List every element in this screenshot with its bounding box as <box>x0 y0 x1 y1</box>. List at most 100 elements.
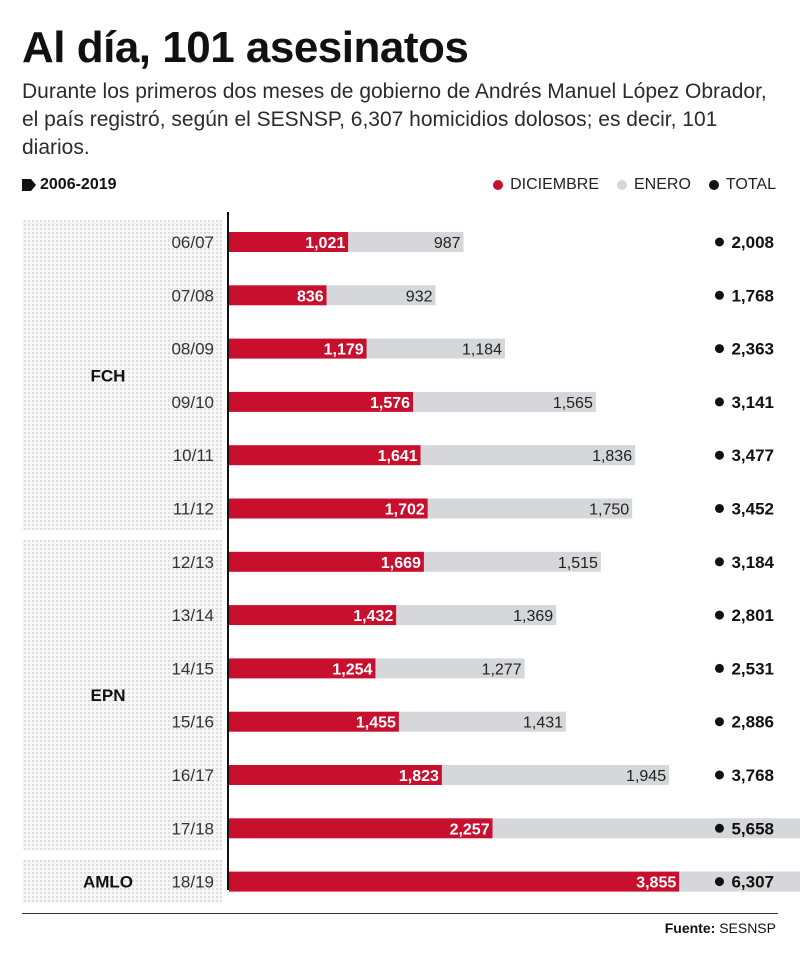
value-label-enero: 987 <box>434 235 461 252</box>
bar-diciembre <box>229 338 367 359</box>
total-dot <box>714 557 724 567</box>
value-label-diciembre: 836 <box>297 288 324 305</box>
bar-enero <box>366 338 505 359</box>
bar-enero <box>413 391 596 412</box>
bar-enero <box>398 711 567 732</box>
total-dot <box>714 877 724 887</box>
value-label-diciembre: 2,257 <box>450 821 490 838</box>
total-dot <box>714 663 724 673</box>
bar-diciembre <box>229 658 376 679</box>
category-label: 08/09 <box>171 340 214 359</box>
category-label: 13/14 <box>171 606 214 625</box>
category-label: 16/17 <box>171 766 214 785</box>
chart-title: Al día, 101 asesinatos <box>22 23 469 72</box>
total-dot <box>714 823 724 833</box>
value-label-enero: 1,277 <box>482 661 522 678</box>
source-label: Fuente: <box>664 920 716 936</box>
bar-diciembre <box>229 871 680 892</box>
legend-swatch-total <box>708 180 719 190</box>
total-label: 2,886 <box>731 713 774 732</box>
value-label-diciembre: 1,455 <box>356 715 396 732</box>
value-label-diciembre: 1,702 <box>385 502 425 519</box>
category-label: 07/08 <box>171 286 214 305</box>
total-dot <box>714 290 724 300</box>
total-dot <box>714 237 724 247</box>
category-label: 15/16 <box>171 713 214 732</box>
bar-enero <box>679 871 800 892</box>
period-label: 2006-2019 <box>22 176 117 194</box>
source-note: Fuente: SESNSP <box>665 920 776 936</box>
group-label-amlo: AMLO <box>83 873 133 892</box>
total-label: 5,658 <box>731 819 774 838</box>
value-label-enero: 1,184 <box>462 342 502 359</box>
bar-diciembre <box>229 498 428 519</box>
bar-diciembre <box>229 391 414 412</box>
total-label: 3,477 <box>731 446 774 465</box>
value-label-diciembre: 1,641 <box>378 448 418 465</box>
bar-diciembre <box>229 605 397 626</box>
value-label-enero: 1,431 <box>523 715 563 732</box>
total-label: 3,452 <box>731 500 774 519</box>
total-label: 6,307 <box>731 873 774 892</box>
value-label-diciembre: 1,669 <box>381 555 421 572</box>
bar-enero <box>396 605 557 626</box>
category-label: 12/13 <box>171 553 214 572</box>
category-label: 11/12 <box>173 500 214 519</box>
bar-enero <box>375 658 525 679</box>
value-label-diciembre: 1,021 <box>305 235 345 252</box>
legend-label-enero: ENERO <box>634 176 691 193</box>
bar-enero <box>427 498 633 519</box>
total-dot <box>714 717 724 727</box>
total-label: 3,768 <box>731 766 774 785</box>
legend-item-diciembre: DICIEMBRE <box>493 176 599 194</box>
bar-diciembre <box>229 711 399 732</box>
value-label-enero: 1,750 <box>589 502 629 519</box>
value-label-enero: 1,945 <box>626 768 666 785</box>
total-label: 2,363 <box>731 340 774 359</box>
total-dot <box>714 344 724 354</box>
category-label: 10/11 <box>173 446 214 465</box>
value-label-enero: 1,369 <box>513 608 553 625</box>
bar-diciembre <box>229 818 493 839</box>
category-label: 18/19 <box>171 873 214 892</box>
value-label-diciembre: 1,432 <box>353 608 393 625</box>
bar-enero <box>492 818 800 839</box>
chart-legend: DICIEMBRE ENERO TOTAL <box>493 176 776 194</box>
legend-item-total: TOTAL <box>708 176 776 194</box>
total-label: 2,531 <box>731 659 774 678</box>
total-label: 2,801 <box>731 606 774 625</box>
category-label: 17/18 <box>171 819 214 838</box>
source-value: SESNSP <box>719 920 776 936</box>
bar-enero <box>420 445 636 466</box>
total-dot <box>714 770 724 780</box>
group-panel-amlo <box>22 859 222 904</box>
legend-swatch-diciembre <box>493 180 504 190</box>
value-label-diciembre: 1,576 <box>370 395 410 412</box>
value-label-enero: 1,836 <box>592 448 632 465</box>
tag-icon <box>22 179 36 191</box>
total-label: 3,141 <box>731 393 774 412</box>
bar-enero <box>441 765 670 785</box>
category-label: 14/15 <box>171 659 214 678</box>
bar-diciembre <box>229 232 349 252</box>
chart-subtitle: Durante los primeros dos meses de gobier… <box>22 80 767 159</box>
group-label-fch: FCH <box>91 366 126 385</box>
legend-item-enero: ENERO <box>617 176 691 194</box>
total-dot <box>714 610 724 620</box>
total-dot <box>714 397 724 407</box>
category-label: 06/07 <box>171 233 214 252</box>
group-label-epn: EPN <box>91 686 126 705</box>
bar-enero <box>348 232 464 252</box>
bar-diciembre <box>229 445 421 466</box>
legend-label-diciembre: DICIEMBRE <box>510 176 599 193</box>
footer-divider <box>22 913 778 914</box>
value-label-enero: 1,565 <box>553 395 593 412</box>
value-label-diciembre: 1,254 <box>332 661 372 678</box>
bar-enero <box>326 285 436 306</box>
value-label-diciembre: 1,179 <box>324 342 364 359</box>
bar-enero <box>423 551 601 572</box>
bar-diciembre <box>229 551 424 572</box>
legend-swatch-enero <box>617 180 627 190</box>
total-label: 2,008 <box>731 233 774 252</box>
value-label-diciembre: 3,855 <box>636 875 676 892</box>
